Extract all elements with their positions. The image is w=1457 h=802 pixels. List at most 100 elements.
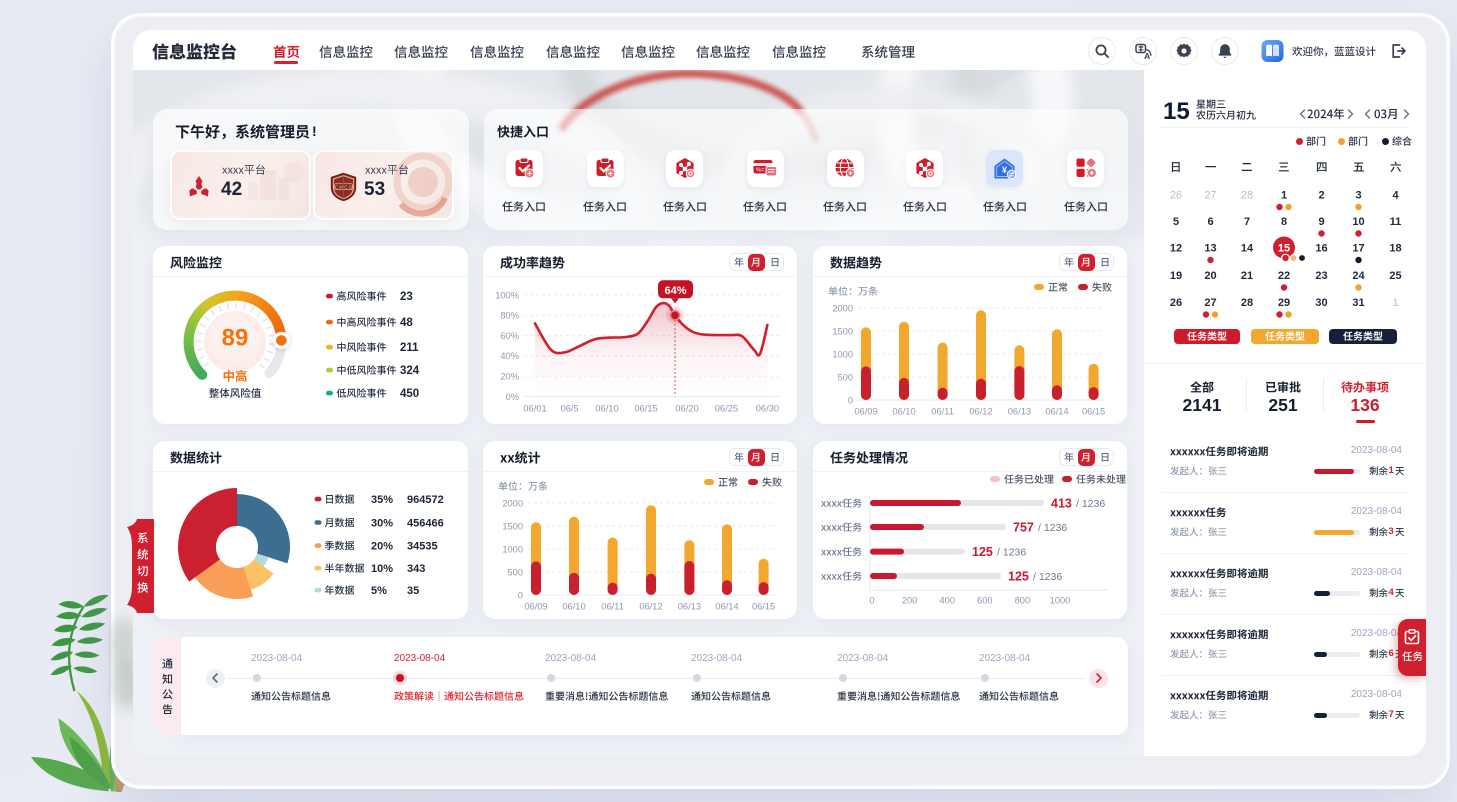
- svg-text:11: 11: [1390, 216, 1402, 228]
- svg-text:1500: 1500: [832, 326, 853, 336]
- svg-text:48: 48: [400, 317, 413, 329]
- svg-text:15: 15: [1278, 243, 1290, 255]
- svg-text:06/13: 06/13: [1008, 406, 1031, 416]
- svg-text:06/14: 06/14: [715, 601, 738, 611]
- svg-text:10: 10: [1352, 216, 1364, 228]
- svg-text:06/25: 06/25: [715, 403, 738, 413]
- svg-text:1: 1: [1281, 190, 1287, 202]
- svg-text:06/20: 06/20: [675, 403, 698, 413]
- svg-text:30: 30: [1315, 297, 1327, 309]
- svg-text:06/5: 06/5: [560, 403, 578, 413]
- svg-text:64%: 64%: [664, 285, 686, 297]
- svg-text:06/30: 06/30: [756, 403, 779, 413]
- svg-text:125: 125: [972, 545, 993, 559]
- svg-text:16: 16: [1315, 243, 1327, 255]
- svg-text:324: 324: [400, 365, 420, 377]
- svg-text:06/11: 06/11: [931, 406, 954, 416]
- svg-text:24: 24: [1352, 270, 1365, 282]
- svg-text:456466: 456466: [407, 517, 444, 529]
- svg-text:2000: 2000: [832, 303, 853, 313]
- svg-text:757: 757: [1013, 521, 1034, 535]
- svg-text:25: 25: [1389, 270, 1401, 282]
- svg-text:500: 500: [837, 372, 853, 382]
- svg-text:35: 35: [407, 585, 419, 597]
- svg-text:06/12: 06/12: [639, 601, 662, 611]
- svg-text:1000: 1000: [832, 349, 853, 359]
- svg-text:/ 1236: / 1236: [997, 546, 1026, 558]
- svg-text:30%: 30%: [371, 517, 393, 529]
- svg-text:18: 18: [1389, 243, 1401, 255]
- svg-text:211: 211: [400, 342, 419, 354]
- svg-text:/ 1236: / 1236: [1076, 498, 1105, 510]
- svg-text:06/09: 06/09: [524, 601, 547, 611]
- svg-text:0: 0: [848, 395, 853, 405]
- svg-text:27: 27: [1204, 190, 1216, 202]
- svg-text:80%: 80%: [500, 311, 519, 321]
- svg-text:5: 5: [1173, 216, 1179, 228]
- svg-text:89: 89: [222, 325, 249, 352]
- svg-text:14: 14: [1241, 243, 1254, 255]
- svg-text:9: 9: [1318, 216, 1324, 228]
- svg-text:20%: 20%: [371, 541, 393, 553]
- svg-text:19: 19: [1170, 270, 1182, 282]
- svg-text:23: 23: [400, 291, 413, 303]
- svg-text:5%: 5%: [371, 585, 387, 597]
- svg-text:06/11: 06/11: [601, 601, 624, 611]
- svg-text:450: 450: [400, 388, 419, 400]
- svg-text:500: 500: [507, 567, 523, 577]
- svg-text:21: 21: [1241, 270, 1253, 282]
- svg-text:/ 1236: / 1236: [1038, 522, 1067, 534]
- svg-text:600: 600: [977, 595, 993, 605]
- svg-text:31: 31: [1352, 297, 1364, 309]
- svg-text:20%: 20%: [500, 372, 519, 382]
- svg-text:¥: ¥: [1002, 164, 1007, 174]
- svg-text:22: 22: [1278, 270, 1290, 282]
- svg-text:60%: 60%: [500, 331, 519, 341]
- svg-text:06/15: 06/15: [634, 403, 657, 413]
- svg-text:343: 343: [407, 563, 425, 575]
- svg-text:A: A: [1144, 51, 1150, 60]
- svg-text:06/15: 06/15: [1082, 406, 1105, 416]
- svg-text:06/09: 06/09: [854, 406, 877, 416]
- svg-text:06/13: 06/13: [678, 601, 701, 611]
- svg-text:35%: 35%: [371, 494, 393, 506]
- svg-text:964572: 964572: [407, 494, 444, 506]
- svg-text:3: 3: [1355, 190, 1361, 202]
- svg-text:/ 1236: / 1236: [1033, 571, 1062, 583]
- svg-text:28: 28: [1241, 297, 1253, 309]
- svg-text:06/14: 06/14: [1045, 406, 1068, 416]
- svg-text:413: 413: [1051, 497, 1072, 511]
- svg-text:7: 7: [1244, 216, 1250, 228]
- svg-text:29: 29: [1278, 297, 1290, 309]
- svg-text:12: 12: [1170, 243, 1182, 255]
- svg-text:06/10: 06/10: [892, 406, 915, 416]
- svg-text:27: 27: [1204, 297, 1216, 309]
- svg-text:200: 200: [902, 595, 918, 605]
- svg-text:1000: 1000: [1050, 595, 1071, 605]
- svg-text:13: 13: [1204, 243, 1216, 255]
- svg-text:10%: 10%: [371, 563, 393, 575]
- svg-text:0: 0: [869, 595, 874, 605]
- svg-text:2: 2: [1318, 190, 1324, 202]
- svg-text:23: 23: [1315, 270, 1327, 282]
- svg-text:26: 26: [1170, 297, 1182, 309]
- svg-text:6: 6: [1207, 216, 1213, 228]
- svg-text:06/12: 06/12: [969, 406, 992, 416]
- svg-text:20: 20: [1204, 270, 1216, 282]
- svg-text:100%: 100%: [495, 290, 519, 300]
- svg-text:1500: 1500: [502, 521, 523, 531]
- svg-text:0: 0: [518, 590, 523, 600]
- svg-text:2000: 2000: [502, 498, 523, 508]
- svg-text:125: 125: [1008, 570, 1029, 584]
- svg-text:1000: 1000: [502, 544, 523, 554]
- svg-text:8: 8: [1281, 216, 1287, 228]
- svg-text:06/15: 06/15: [752, 601, 775, 611]
- svg-text:34535: 34535: [407, 541, 438, 553]
- svg-text:40%: 40%: [500, 351, 519, 361]
- svg-text:4: 4: [1392, 190, 1399, 202]
- svg-text:%=: %=: [756, 168, 764, 174]
- svg-text:06/10: 06/10: [595, 403, 618, 413]
- svg-text:17: 17: [1352, 243, 1364, 255]
- svg-text:06/01: 06/01: [523, 403, 546, 413]
- svg-text:26: 26: [1170, 190, 1182, 202]
